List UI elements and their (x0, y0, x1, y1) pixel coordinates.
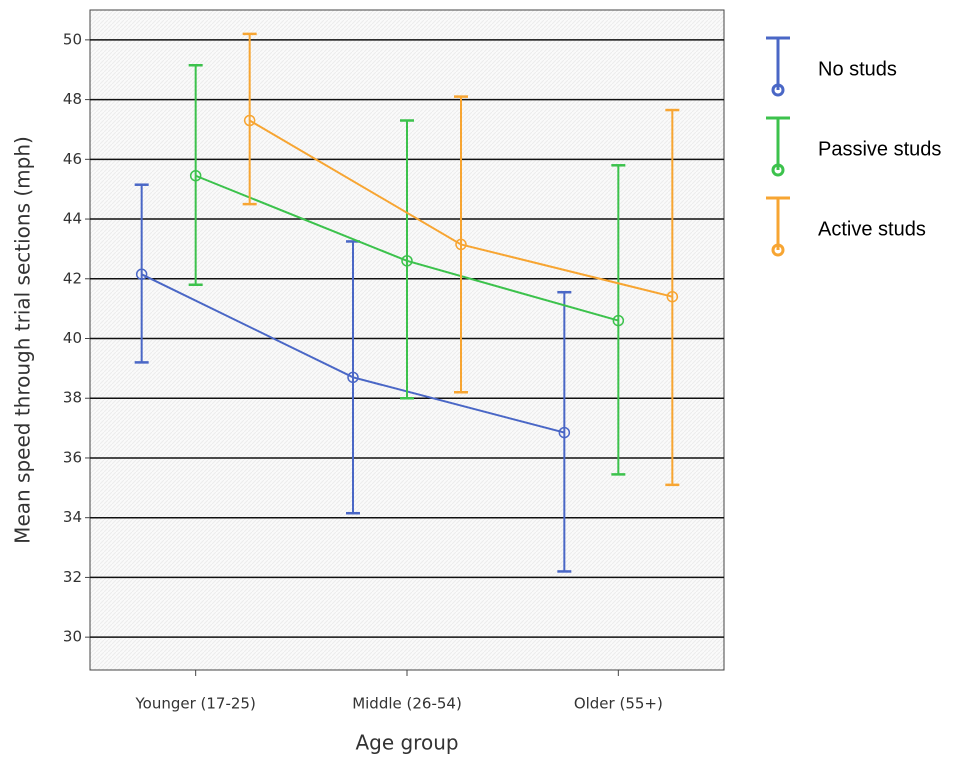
y-tick-label: 38 (63, 389, 82, 407)
y-tick-label: 44 (63, 210, 82, 228)
legend-label: No studs (818, 58, 897, 80)
point (558, 426, 571, 439)
y-tick-label: 50 (63, 30, 82, 48)
y-axis-title: Mean speed through trial sections (mph) (11, 136, 35, 544)
y-tick-label: 42 (63, 269, 82, 287)
y-tick-label: 46 (63, 150, 82, 168)
point (135, 268, 148, 281)
y-tick-label: 34 (63, 508, 82, 526)
x-axis-title: Age group (355, 731, 458, 755)
x-tick-label: Younger (17-25) (134, 695, 255, 713)
y-tick-label: 32 (63, 568, 82, 586)
point (401, 255, 413, 267)
y-tick-label: 36 (63, 448, 82, 466)
point (243, 114, 256, 127)
point (455, 238, 467, 251)
y-tick-label: 40 (63, 329, 82, 347)
point (347, 371, 359, 384)
x-tick-label: Middle (26-54) (352, 695, 462, 713)
point (612, 314, 625, 327)
x-tick-label: Older (55+) (574, 695, 663, 713)
point (666, 290, 679, 303)
legend-label: Active studs (818, 218, 926, 240)
legend-label: Passive studs (818, 138, 941, 160)
y-tick-label: 48 (63, 90, 82, 108)
point (189, 169, 202, 182)
y-tick-label: 30 (63, 628, 82, 646)
legend-icon (771, 163, 785, 177)
legend-icon (771, 83, 785, 97)
legend-icon (771, 243, 785, 257)
